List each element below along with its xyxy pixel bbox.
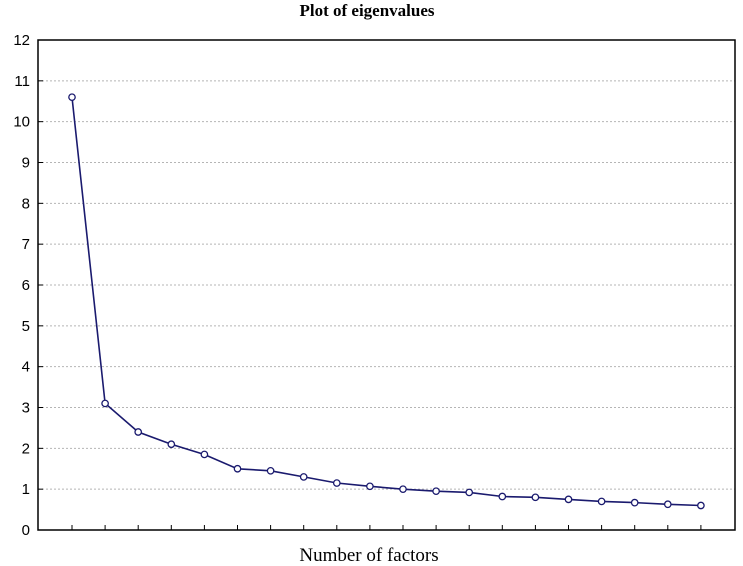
y-tick-label: 0 [22,522,30,539]
y-tick-label: 10 [13,114,30,131]
y-tick-label: 9 [22,155,30,172]
y-tick-label: 11 [14,73,30,90]
data-point [564,495,573,504]
data-point [101,399,109,408]
grid-lines [38,80,735,490]
data-point [266,466,275,475]
data-point [233,464,242,473]
data-point [332,479,341,487]
y-tick-label: 5 [22,318,30,335]
data-point [630,498,639,507]
y-tick-label: 4 [22,359,30,376]
data-point [134,428,143,436]
y-tick-label: 8 [22,195,30,212]
data-point [399,485,407,494]
x-axis-ticks [71,525,702,530]
data-point [531,493,540,502]
y-tick-label: 2 [22,440,30,457]
y-tick-label: 6 [22,277,30,294]
y-tick-label: 1 [22,481,30,498]
plot-frame [37,39,736,531]
y-tick-label: 3 [22,400,30,417]
data-point [465,488,474,497]
data-point [299,473,308,481]
y-tick-label: 12 [13,32,30,49]
data-point [498,492,507,501]
data-point [663,500,672,509]
x-axis-label: Number of factors [299,545,438,566]
data-point [432,487,440,496]
data-point [366,482,374,491]
data-point [597,497,606,506]
series-layer [68,93,705,510]
data-point [68,93,76,102]
series-line [71,97,701,507]
chart-title: Plot of eigenvalues [299,1,434,20]
data-point [697,501,705,510]
y-tick-label: 7 [22,236,30,253]
data-point [167,440,176,449]
data-point [200,450,209,459]
